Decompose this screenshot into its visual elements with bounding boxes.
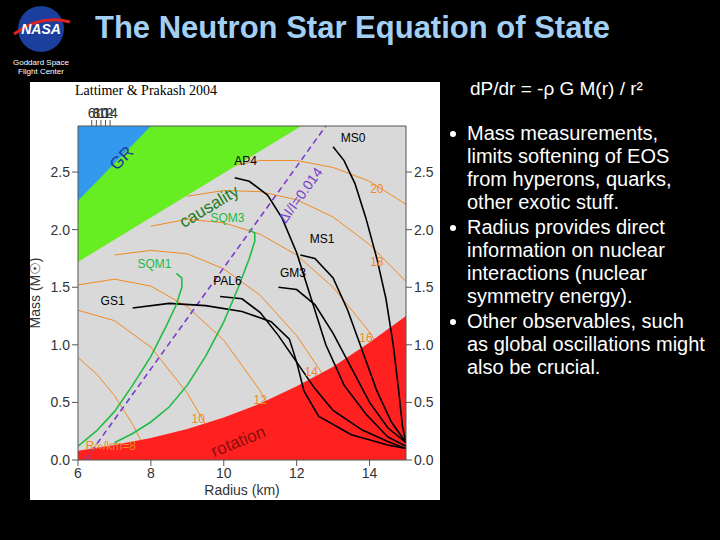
- svg-text:14: 14: [102, 105, 118, 121]
- svg-text:MS0: MS0: [341, 131, 366, 145]
- svg-text:MS1: MS1: [310, 232, 335, 246]
- svg-text:2.5: 2.5: [51, 164, 71, 180]
- svg-text:1.0: 1.0: [51, 337, 71, 353]
- svg-text:PAL6: PAL6: [213, 274, 242, 288]
- svg-text:10: 10: [192, 412, 206, 426]
- html-text:Mass measurements, limits soft: Mass measurements, limits softening of E…: [467, 122, 672, 213]
- svg-text:0.5: 0.5: [414, 394, 434, 410]
- svg-text:10: 10: [216, 465, 232, 481]
- html-text:The Neutron Star Equation of S: The Neutron Star Equation of State: [95, 10, 610, 45]
- svg-text:Radius (km): Radius (km): [204, 482, 279, 498]
- svg-text:0.0: 0.0: [414, 452, 434, 468]
- svg-text:SQM3: SQM3: [210, 211, 244, 225]
- svg-text:2.5: 2.5: [414, 164, 434, 180]
- svg-text:0.0: 0.0: [51, 452, 71, 468]
- html-text:Radius provides direct informa: Radius provides direct information on nu…: [467, 216, 665, 307]
- svg-text:AP4: AP4: [234, 154, 257, 168]
- svg-text:GM3: GM3: [280, 266, 306, 280]
- svg-text:12: 12: [289, 465, 305, 481]
- svg-text:16: 16: [359, 331, 373, 345]
- html-text:Lattimer & Prakash 2004: Lattimer & Prakash 2004: [75, 83, 217, 98]
- svg-text:GS1: GS1: [101, 294, 125, 308]
- svg-text:causality: causality: [176, 181, 243, 232]
- svg-text:14: 14: [305, 365, 319, 379]
- svg-text:0.5: 0.5: [51, 394, 71, 410]
- svg-text:2.0: 2.0: [51, 222, 71, 238]
- svg-text:R∞/km=8: R∞/km=8: [86, 439, 137, 453]
- svg-text:8: 8: [147, 465, 155, 481]
- svg-text:1.0: 1.0: [414, 337, 434, 353]
- svg-text:20: 20: [370, 182, 384, 196]
- svg-text:18: 18: [370, 255, 384, 269]
- svg-text:2.0: 2.0: [414, 222, 434, 238]
- svg-text:1.5: 1.5: [51, 279, 71, 295]
- svg-text:SQM1: SQM1: [138, 257, 172, 271]
- svg-text:GR: GR: [106, 142, 137, 174]
- html-text:Other observables, such as glo: Other observables, such as global oscill…: [467, 310, 705, 378]
- svg-text:6: 6: [74, 465, 82, 481]
- svg-text:14: 14: [362, 465, 378, 481]
- html-text:Goddard Space Flight Center: Goddard Space Flight Center: [13, 58, 69, 76]
- svg-text:ΔI/I=0.014: ΔI/I=0.014: [275, 164, 326, 226]
- svg-text:1.5: 1.5: [414, 279, 434, 295]
- svg-text:Mass (M☉): Mass (M☉): [30, 258, 43, 329]
- html-text:dP/dr = -ρ G M(r) / r²: dP/dr = -ρ G M(r) / r²: [470, 78, 643, 99]
- svg-text:12: 12: [254, 393, 268, 407]
- svg-text:rotation: rotation: [209, 422, 269, 461]
- svg-text:NASA: NASA: [21, 21, 61, 37]
